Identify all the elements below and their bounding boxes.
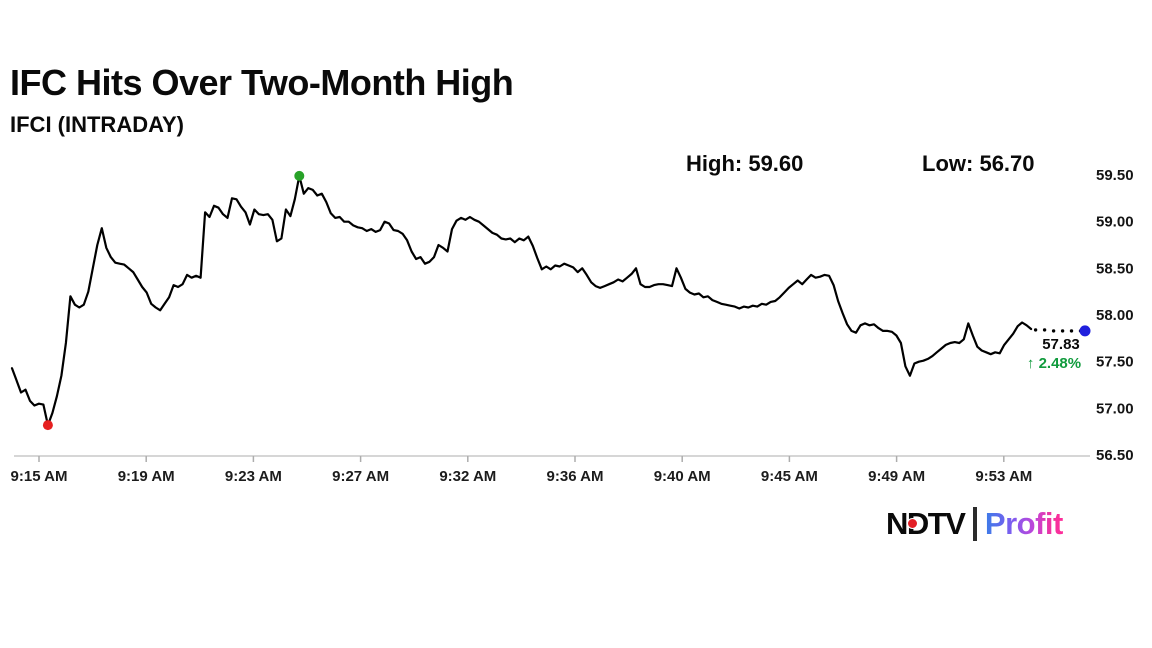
price-line bbox=[10, 174, 1033, 427]
low-value: 56.70 bbox=[979, 151, 1035, 176]
high-label: High: bbox=[686, 151, 743, 176]
high-marker bbox=[294, 170, 305, 181]
last-price-label: 57.83 bbox=[1042, 336, 1080, 353]
ndtv-text: NDTV bbox=[886, 506, 966, 541]
y-tick-label: 57.00 bbox=[1096, 400, 1134, 417]
last-price-marker bbox=[1079, 325, 1091, 337]
change-percent-value: 2.48% bbox=[1038, 355, 1082, 372]
up-arrow-icon: ↑ bbox=[1026, 355, 1035, 372]
x-tick-label: 9:49 AM bbox=[868, 468, 925, 485]
session-low-stat: Low: 56.70 bbox=[922, 151, 1035, 177]
ndtv-profit-logo: NDTV Profit bbox=[886, 506, 1063, 542]
x-tick-label: 9:27 AM bbox=[332, 468, 389, 485]
x-tick-label: 9:23 AM bbox=[225, 468, 282, 485]
y-tick-label: 58.50 bbox=[1096, 260, 1134, 277]
x-tick-label: 9:45 AM bbox=[761, 468, 818, 485]
x-tick-label: 9:40 AM bbox=[654, 468, 711, 485]
high-value: 59.60 bbox=[748, 151, 804, 176]
profit-wordmark: Profit bbox=[984, 506, 1063, 541]
low-marker bbox=[42, 420, 53, 431]
x-tick-label: 9:19 AM bbox=[118, 468, 175, 485]
x-tick-label: 9:53 AM bbox=[975, 468, 1032, 485]
y-tick-label: 56.50 bbox=[1096, 447, 1134, 464]
x-tick-label: 9:32 AM bbox=[439, 468, 496, 485]
dotted-line-segment bbox=[1033, 328, 1038, 332]
y-tick-label: 57.50 bbox=[1096, 354, 1134, 371]
session-high-stat: High: 59.60 bbox=[686, 151, 803, 177]
dotted-line-segment bbox=[1069, 329, 1074, 333]
ndtv-wordmark: NDTV bbox=[886, 506, 966, 542]
dotted-line-segment bbox=[1051, 329, 1056, 333]
page-title: IFC Hits Over Two-Month High bbox=[10, 62, 514, 103]
y-tick-label: 58.00 bbox=[1096, 307, 1134, 324]
chart-subtitle: IFCI (INTRADAY) bbox=[10, 112, 184, 137]
x-tick-label: 9:15 AM bbox=[11, 468, 68, 485]
dotted-line-segment bbox=[1042, 328, 1047, 332]
change-percent-label: ↑ 2.48% bbox=[1014, 355, 1094, 372]
y-tick-label: 59.50 bbox=[1096, 167, 1134, 184]
y-tick-label: 59.00 bbox=[1096, 214, 1134, 231]
dotted-line-segment bbox=[1060, 329, 1065, 333]
x-tick-label: 9:36 AM bbox=[547, 468, 604, 485]
ndtv-red-dot-icon bbox=[907, 518, 918, 529]
low-label: Low: bbox=[922, 151, 974, 176]
logo-divider bbox=[973, 507, 977, 541]
